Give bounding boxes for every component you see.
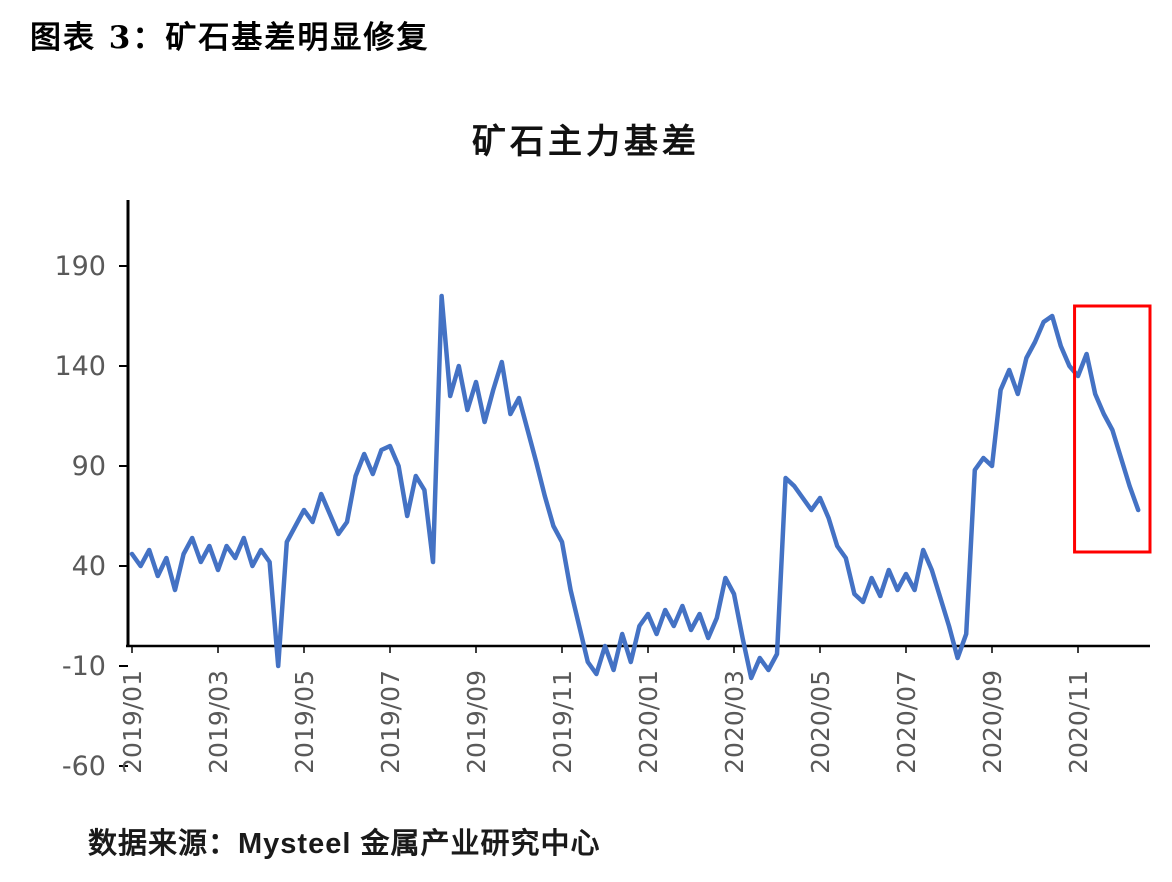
x-tick-label: 2019/11 — [548, 670, 577, 774]
x-tick-label: 2019/01 — [118, 670, 147, 774]
figure-caption: 图表 3：矿石基差明显修复 — [30, 20, 430, 56]
y-tick-label: -10 — [62, 651, 106, 682]
x-tick-label: 2020/01 — [634, 670, 663, 774]
y-tick-label: 90 — [72, 451, 106, 482]
x-tick-label: 2020/05 — [806, 670, 835, 774]
basis-series-line — [129, 293, 1141, 681]
x-tick-label: 2020/07 — [892, 670, 921, 774]
x-tick-label: 2019/07 — [376, 670, 405, 774]
x-tick-label: 2019/05 — [290, 670, 319, 774]
x-tick-label: 2020/11 — [1064, 670, 1093, 774]
y-tick-label: -60 — [62, 751, 106, 782]
basis-line-chart: 190 140 90 40 -10 -60 2019/01 2019/03 2019/05 201… — [54, 200, 1152, 782]
y-tick-label: 190 — [54, 251, 106, 282]
data-source: 数据来源：Mysteel 金属产业研究中心 — [88, 828, 601, 860]
x-tick-label: 2020/09 — [978, 670, 1007, 774]
highlight-box — [1073, 304, 1152, 554]
x-tick-label: 2019/09 — [462, 670, 491, 774]
chart-title: 矿石主力基差 — [472, 122, 700, 162]
y-tick-label: 40 — [72, 551, 106, 582]
y-tick-label: 140 — [54, 351, 106, 382]
x-tick-label: 2019/03 — [204, 670, 233, 774]
x-tick-label: 2020/03 — [720, 670, 749, 774]
